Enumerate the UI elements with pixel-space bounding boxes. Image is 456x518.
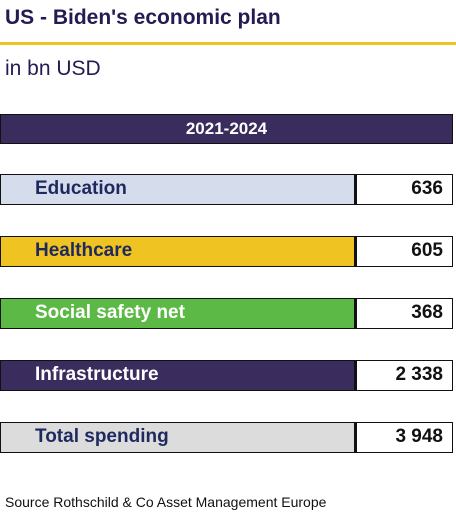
chart-title: US - Biden's economic plan [5, 6, 281, 29]
chart-subtitle: in bn USD [5, 57, 101, 80]
spending-table: Education 636 Healthcare 605 Social safety n… [0, 174, 456, 484]
title-divider [0, 42, 456, 45]
row-social-safety-net: Social safety net 368 [0, 298, 456, 329]
row-label-total-spending: Total spending [0, 422, 355, 453]
row-label-education: Education [0, 174, 355, 205]
row-label-infrastructure: Infrastructure [0, 360, 355, 391]
row-education: Education 636 [0, 174, 456, 205]
row-value-total-spending: 3 948 [355, 422, 453, 453]
row-value-healthcare: 605 [355, 236, 453, 267]
source-note: Source Rothschild & Co Asset Management … [5, 494, 327, 510]
row-total-spending: Total spending 3 948 [0, 422, 456, 453]
row-infrastructure: Infrastructure 2 338 [0, 360, 456, 391]
row-label-social-safety-net: Social safety net [0, 298, 355, 329]
row-label-healthcare: Healthcare [0, 236, 355, 267]
row-value-infrastructure: 2 338 [355, 360, 453, 391]
period-header: 2021-2024 [0, 114, 453, 144]
row-value-education: 636 [355, 174, 453, 205]
row-healthcare: Healthcare 605 [0, 236, 456, 267]
row-value-social-safety-net: 368 [355, 298, 453, 329]
